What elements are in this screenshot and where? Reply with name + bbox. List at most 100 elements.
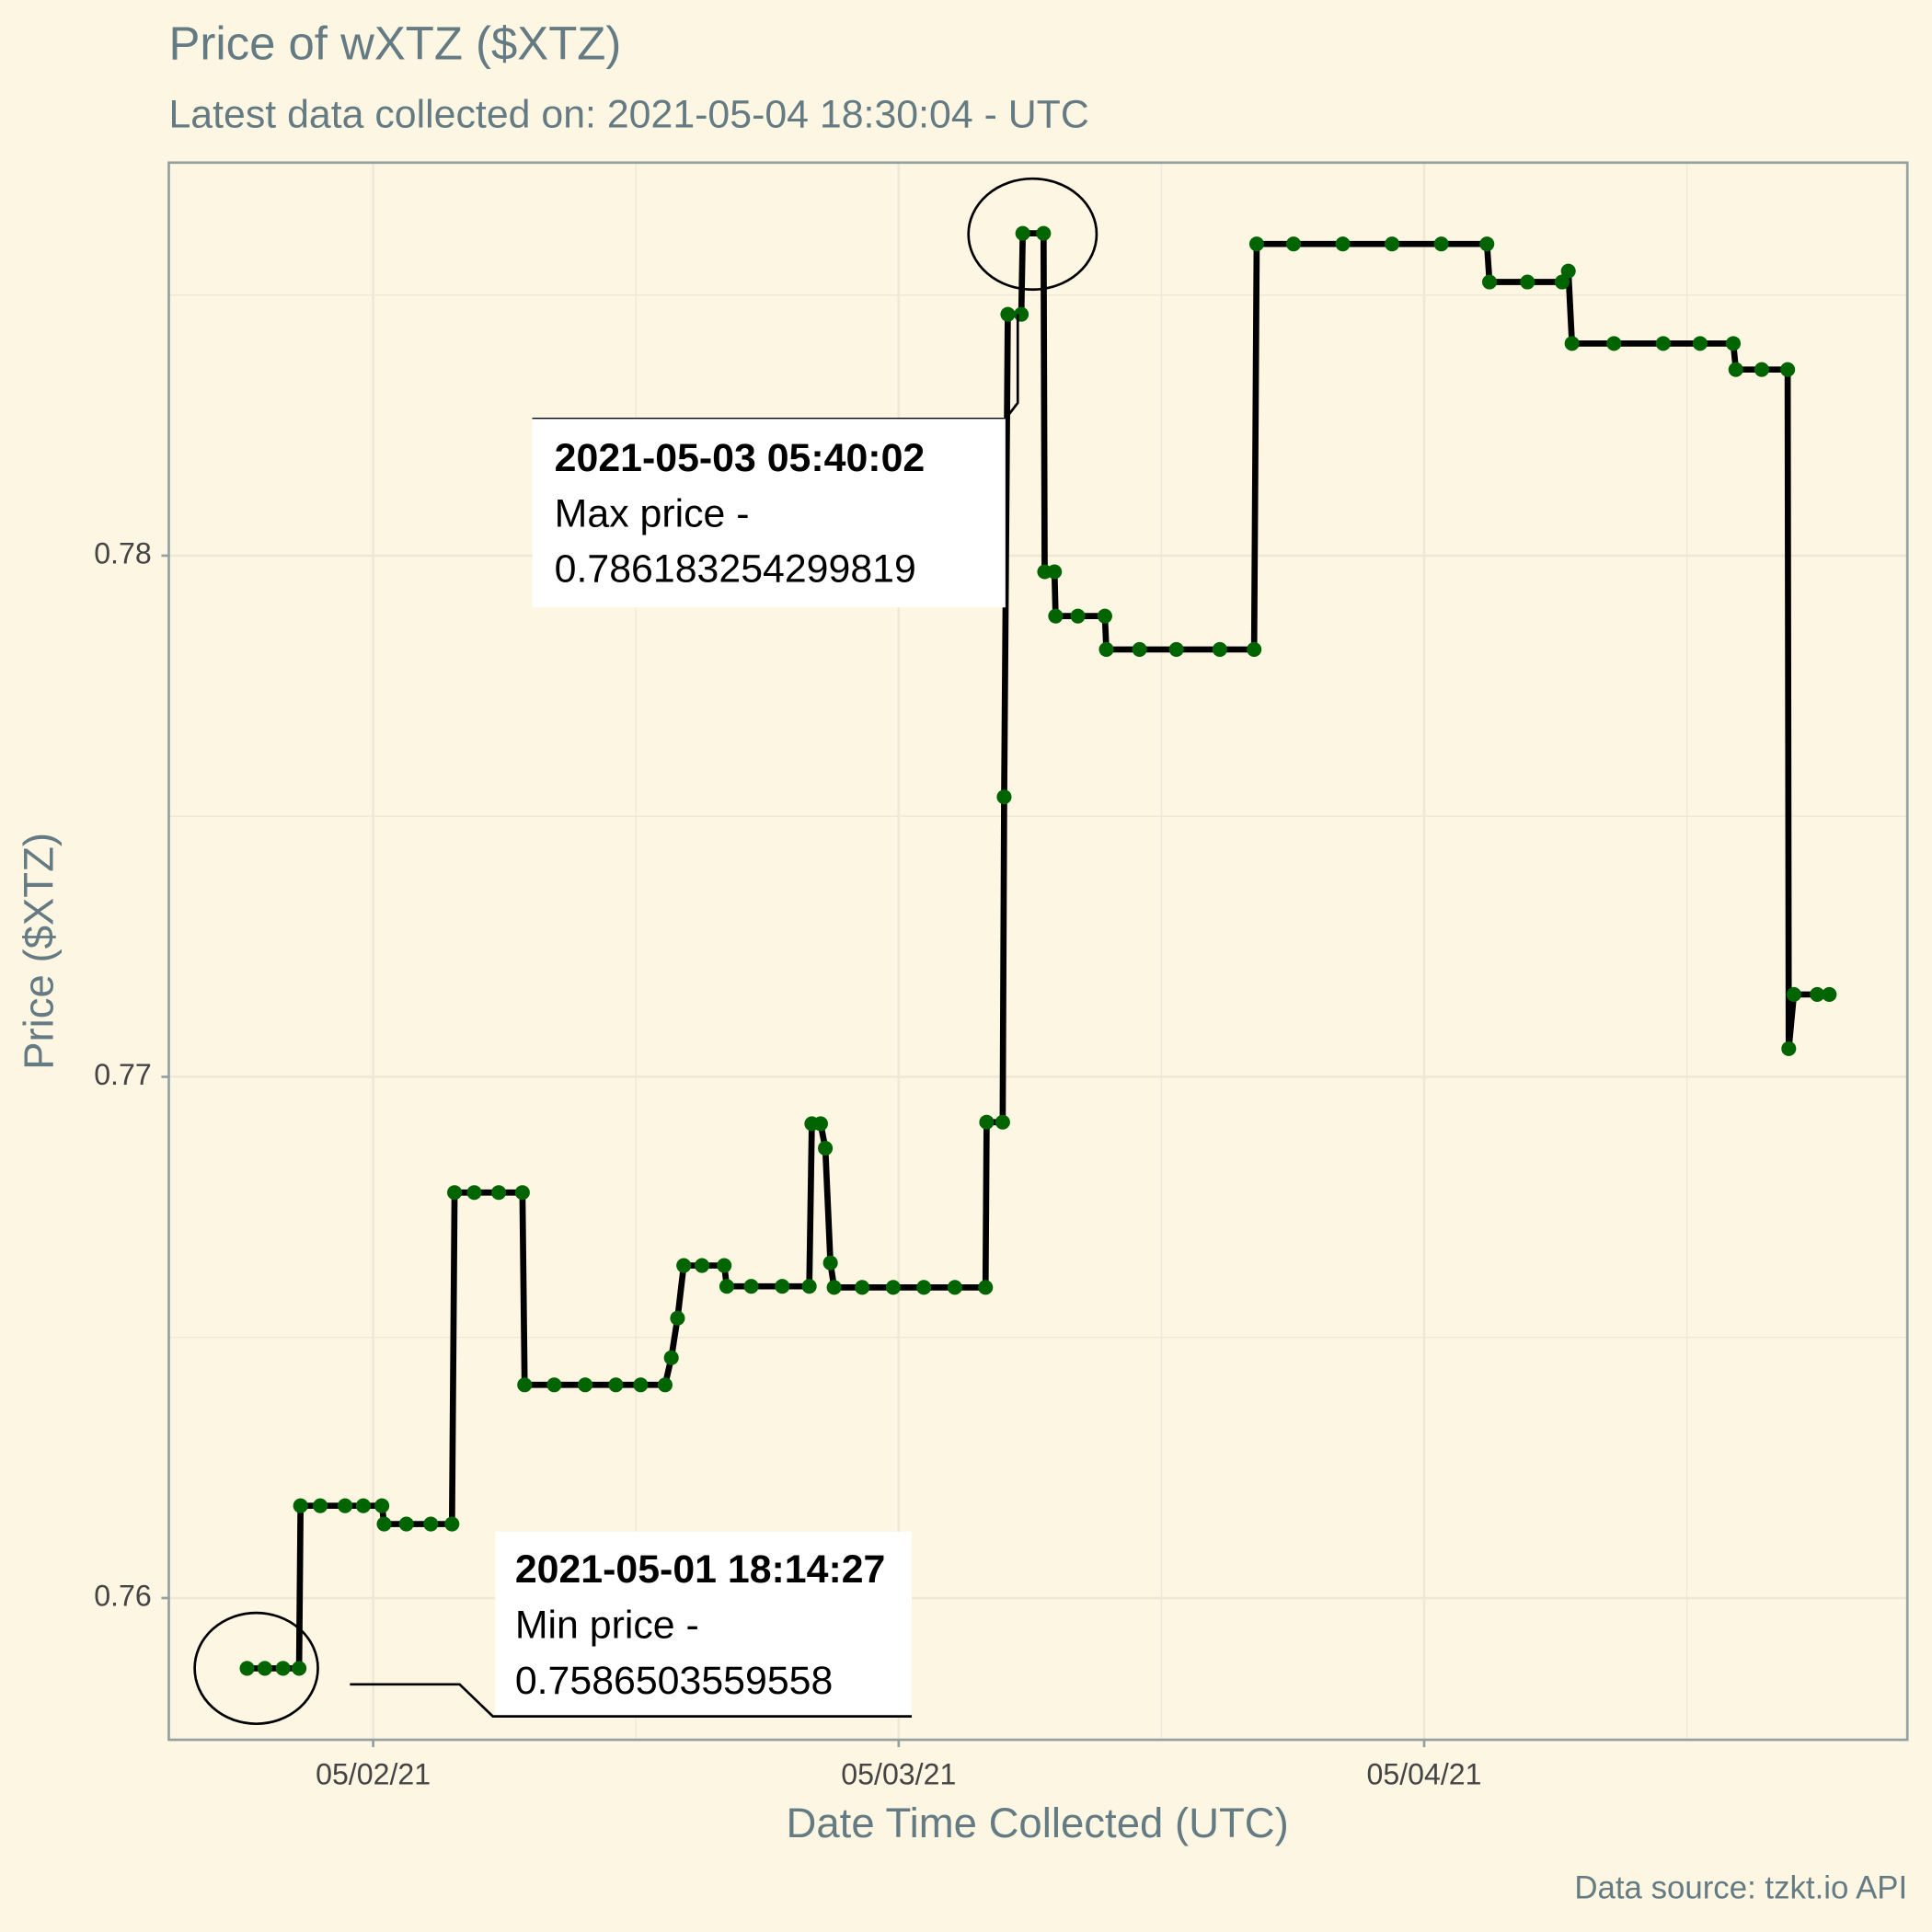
price-point [947, 1280, 962, 1295]
panel-border [167, 161, 1909, 1742]
price-point [670, 1310, 685, 1326]
price-point [1070, 608, 1086, 624]
price-point [257, 1661, 272, 1676]
x-tick-label: 05/03/21 [841, 1758, 956, 1791]
price-point [743, 1279, 759, 1294]
annotation-box [495, 1531, 913, 1717]
price-point [916, 1280, 932, 1295]
price-point [374, 1498, 390, 1513]
price-point [1000, 306, 1016, 322]
price-point [719, 1279, 735, 1294]
price-point [1780, 362, 1796, 377]
price-point [517, 1377, 533, 1393]
price-point [466, 1185, 482, 1201]
annotation-text: Max price - [555, 491, 750, 535]
y-tick-label: 0.78 [94, 536, 152, 569]
annotation-text: 0.786183254299819 [555, 547, 916, 592]
price-point [1728, 362, 1743, 377]
price-point [657, 1377, 673, 1393]
price-point [1014, 306, 1029, 322]
price-point [1786, 986, 1801, 1002]
price-point [717, 1258, 732, 1273]
price-point [1554, 274, 1570, 290]
price-point [1047, 564, 1063, 580]
price-point [1692, 336, 1708, 351]
price-point [1520, 274, 1535, 290]
price-point [275, 1661, 291, 1676]
price-point [822, 1255, 838, 1271]
price-point [812, 1116, 828, 1132]
price-point [313, 1498, 328, 1513]
plot [239, 225, 1837, 1676]
price-point [423, 1516, 439, 1532]
price-point [978, 1280, 994, 1295]
price-point [996, 789, 1012, 805]
price-point [355, 1498, 371, 1513]
price-point [1212, 641, 1227, 657]
price-point [1048, 608, 1064, 624]
price-point [1335, 236, 1351, 252]
annotation-title: 2021-05-03 05:40:02 [555, 436, 926, 480]
price-point [1560, 263, 1576, 279]
highlight-circle [967, 177, 1098, 292]
price-point [1479, 236, 1495, 252]
price-point [1810, 986, 1825, 1002]
price-point [1564, 336, 1580, 351]
price-point [1015, 225, 1030, 241]
chart-subtitle: Latest data collected on: 2021-05-04 18:… [168, 93, 1088, 137]
price-point [1781, 1041, 1797, 1056]
price-point [608, 1377, 624, 1393]
price-point [444, 1516, 460, 1532]
price-point [1481, 274, 1498, 290]
price-point [818, 1141, 834, 1156]
price-point [514, 1185, 530, 1201]
caption: Data source: tzkt.io API [1574, 1870, 1907, 1906]
annotation-text: Min price - [515, 1604, 699, 1648]
price-point [1725, 336, 1742, 351]
price-point [775, 1279, 790, 1294]
price-point [1097, 608, 1112, 624]
price-point [1606, 336, 1622, 351]
price-point [885, 1280, 901, 1295]
annotation-text: 0.7586503559558 [515, 1659, 834, 1703]
price-point [1247, 641, 1262, 657]
price-point [1168, 641, 1184, 657]
annotation-title: 2021-05-01 18:14:27 [515, 1547, 886, 1592]
price-point [633, 1377, 649, 1393]
price-point [398, 1516, 414, 1532]
price-point [995, 1114, 1010, 1130]
price-point [578, 1377, 593, 1393]
y-tick-label: 0.77 [94, 1058, 152, 1091]
price-point [979, 1114, 995, 1130]
price-point [801, 1279, 817, 1294]
price-point [491, 1185, 507, 1201]
price-point [1036, 225, 1052, 241]
x-tick-label: 05/04/21 [1366, 1758, 1481, 1791]
price-point [1754, 362, 1769, 377]
price-point [855, 1280, 870, 1295]
price-point [1385, 236, 1400, 252]
price-point [338, 1498, 353, 1513]
price-point [694, 1258, 710, 1273]
price-point [1285, 236, 1302, 252]
price-point [293, 1498, 308, 1513]
x-axis-title: Date Time Collected (UTC) [787, 1800, 1289, 1846]
x-tick-label: 05/02/21 [316, 1758, 431, 1791]
price-point [1248, 236, 1264, 252]
price-point [1433, 236, 1449, 252]
chart-title: Price of wXTZ ($XTZ) [168, 17, 621, 69]
price-point [447, 1185, 463, 1201]
price-point [826, 1280, 842, 1295]
price-point [376, 1516, 392, 1532]
price-point [292, 1661, 307, 1676]
leader-line [350, 1683, 913, 1718]
highlight-circle [193, 1611, 319, 1725]
price-point [1132, 641, 1147, 657]
y-tick-label: 0.76 [94, 1579, 152, 1612]
price-point [663, 1350, 679, 1365]
price-point [1822, 986, 1837, 1002]
price-point [676, 1258, 692, 1273]
